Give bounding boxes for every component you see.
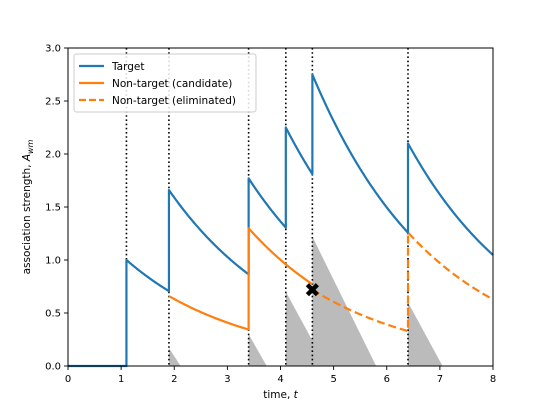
- x-tick-label: 7: [437, 374, 443, 385]
- legend-label: Target: [111, 61, 144, 73]
- x-ticks: 0 1 2 3 4 5 6 7 8: [65, 366, 496, 385]
- x-tick-label: 3: [224, 374, 230, 385]
- series-line-target: [67, 73, 494, 368]
- y-tick-label: 0.0: [45, 362, 61, 373]
- x-tick-label: 6: [384, 374, 390, 385]
- y-axis-label: association strength, Awm: [21, 139, 35, 274]
- shaded-regions: [168, 236, 443, 366]
- y-ticks: 0.0 0.5 1.0 1.5 2.0 2.5 3.0: [45, 44, 68, 373]
- shaded-region: [312, 236, 377, 366]
- y-tick-label: 0.5: [45, 309, 61, 320]
- y-tick-label: 2.5: [45, 97, 61, 108]
- x-tick-label: 1: [118, 374, 124, 385]
- eliminated-marker: [305, 283, 319, 297]
- x-tick-label: 8: [490, 374, 496, 385]
- x-tick-label: 5: [330, 374, 336, 385]
- x-tick-label: 0: [65, 374, 71, 385]
- x-tick-label: 4: [277, 374, 283, 385]
- y-tick-label: 1.5: [45, 203, 61, 214]
- y-tick-label: 2.0: [45, 150, 61, 161]
- series-lines: [67, 73, 494, 368]
- shaded-region: [248, 334, 267, 366]
- shaded-region: [168, 347, 181, 366]
- legend-label: Non-target (eliminated): [112, 95, 236, 107]
- series-line-non-target-eliminated: [311, 231, 494, 333]
- legend-box: [73, 53, 257, 113]
- legend: Target Non-target (candidate) Non-target (…: [73, 53, 257, 113]
- y-tick-label: 3.0: [45, 44, 61, 55]
- shaded-region: [408, 302, 443, 366]
- eliminated-marker-group: [305, 283, 319, 297]
- y-tick-label: 1.0: [45, 256, 61, 267]
- series-line-non-target-candidate: [168, 227, 313, 331]
- x-axis-label: time, t: [263, 389, 298, 401]
- legend-label: Non-target (candidate): [112, 78, 232, 90]
- x-tick-label: 2: [171, 374, 177, 385]
